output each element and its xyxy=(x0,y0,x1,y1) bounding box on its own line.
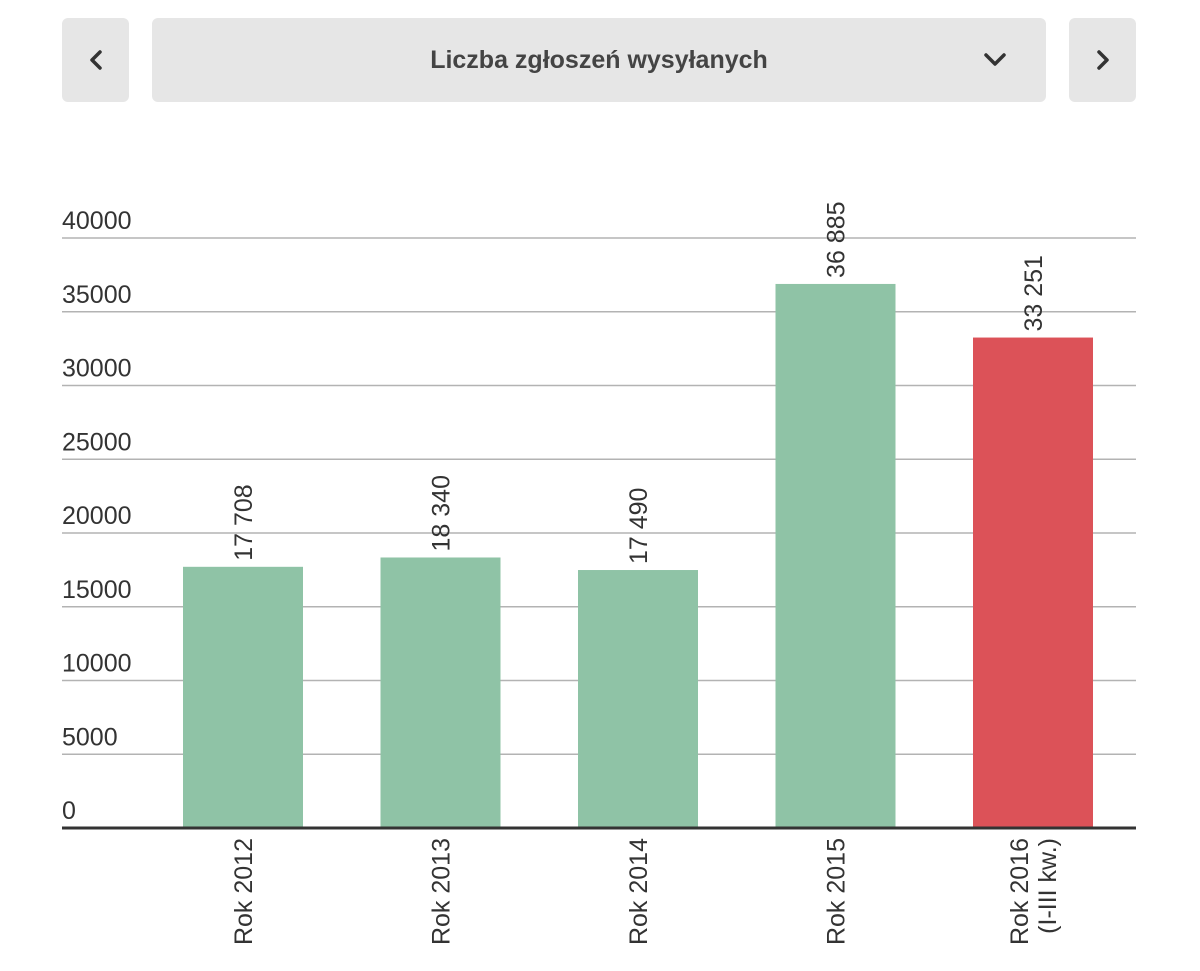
data-label: 17 708 xyxy=(230,484,258,560)
bar xyxy=(578,570,698,828)
chevron-down-icon xyxy=(984,53,1006,66)
dataset-dropdown[interactable]: Liczba zgłoszeń wysyłanych xyxy=(152,18,1046,102)
y-tick-label: 5000 xyxy=(62,723,118,751)
bar xyxy=(183,566,303,828)
x-tick-label: Rok 2014 xyxy=(625,838,653,945)
x-tick-label: Rok 2013 xyxy=(428,838,456,945)
y-tick-label: 15000 xyxy=(62,576,132,604)
y-tick-label: 40000 xyxy=(62,207,132,235)
y-tick-label: 25000 xyxy=(62,428,132,456)
y-tick-label: 10000 xyxy=(62,650,132,678)
data-label: 33 251 xyxy=(1020,255,1048,331)
bar xyxy=(380,557,501,828)
chevron-left-icon xyxy=(89,50,102,70)
data-label: 17 490 xyxy=(625,488,653,564)
data-label: 18 340 xyxy=(428,475,456,551)
x-tick-label: Rok 2012 xyxy=(230,838,258,945)
bar xyxy=(775,283,896,828)
data-label: 36 885 xyxy=(823,201,851,277)
x-tick-label: Rok 2016(I-III kw.) xyxy=(1006,838,1062,945)
x-tick-label: Rok 2015 xyxy=(823,838,851,945)
dropdown-label: Liczba zgłoszeń wysyłanych xyxy=(430,45,768,74)
y-tick-label: 0 xyxy=(62,797,76,825)
y-tick-label: 35000 xyxy=(62,281,132,309)
bar xyxy=(973,337,1093,828)
next-button[interactable] xyxy=(1069,18,1136,102)
chevron-right-icon xyxy=(1096,50,1109,70)
y-tick-label: 20000 xyxy=(62,502,132,530)
previous-button[interactable] xyxy=(62,18,129,102)
y-tick-label: 30000 xyxy=(62,355,132,383)
